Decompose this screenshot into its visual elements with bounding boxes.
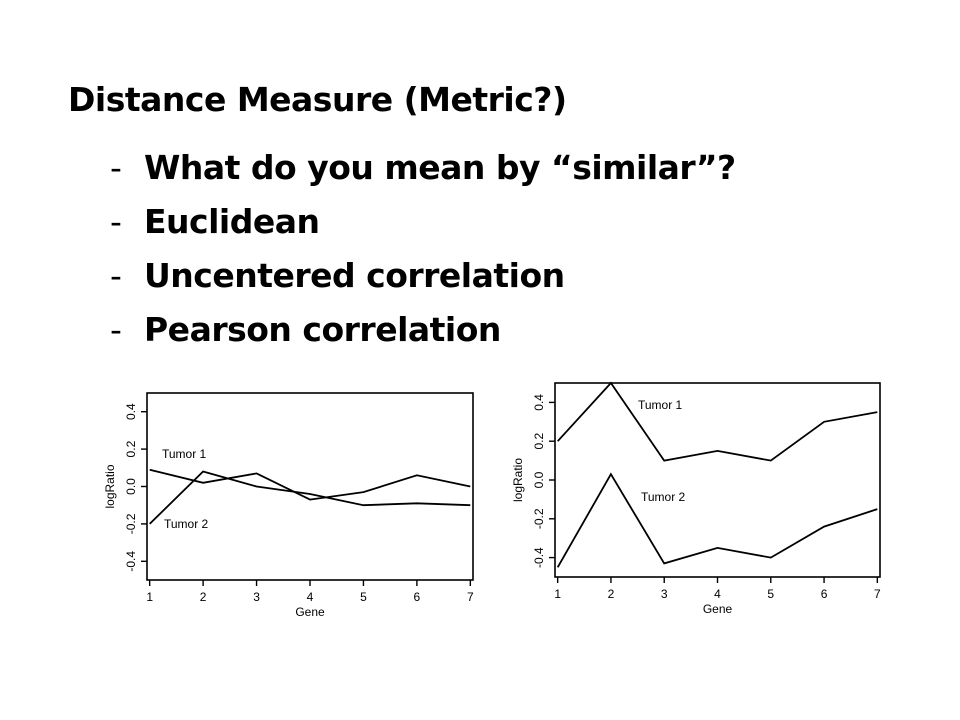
y-tick-label: 0.0 — [532, 471, 546, 488]
y-tick-label: 0.0 — [124, 478, 138, 495]
bullet-dash: - — [110, 310, 122, 349]
y-tick-label: 0.4 — [124, 403, 138, 420]
bullet-text: Uncentered correlation — [144, 256, 565, 295]
bullet-item: - Uncentered correlation — [110, 249, 736, 303]
x-tick-label: 5 — [767, 587, 774, 601]
bullet-list: - What do you mean by “similar”? - Euclide… — [110, 141, 736, 357]
series-label: Tumor 2 — [641, 490, 686, 504]
bullet-text: Euclidean — [144, 202, 320, 241]
bullet-dash: - — [110, 202, 122, 241]
y-tick-label: 0.4 — [532, 394, 546, 411]
x-tick-label: 1 — [554, 587, 561, 601]
y-axis-label: logRatio — [511, 458, 525, 502]
y-tick-label: -0.2 — [124, 513, 138, 534]
series-label: Tumor 1 — [638, 398, 683, 412]
series-line — [149, 468, 471, 501]
plot-frame — [146, 392, 474, 581]
series-line — [557, 381, 878, 462]
series-line — [149, 470, 471, 525]
bullet-dash: - — [110, 256, 122, 295]
x-tick-label: 6 — [414, 590, 421, 604]
y-tick-label: -0.4 — [532, 547, 546, 568]
x-tick-label: 2 — [200, 590, 207, 604]
chart-right: -0.4 -0.2 0.0 0.2 0.4 1 2 3 4 5 6 7 Gene logRatio Tumo… — [511, 381, 881, 616]
y-tick-label: 0.2 — [532, 433, 546, 450]
x-tick-label: 7 — [467, 590, 474, 604]
x-tick-label: 3 — [253, 590, 260, 604]
x-tick-label: 2 — [608, 587, 615, 601]
series-label: Tumor 2 — [164, 517, 209, 531]
bullet-item: - Pearson correlation — [110, 303, 736, 357]
bullet-item: - What do you mean by “similar”? — [110, 141, 736, 195]
x-tick-label: 4 — [307, 590, 314, 604]
series-label: Tumor 1 — [162, 447, 207, 461]
y-tick-label: 0.2 — [124, 440, 138, 457]
y-tick-label: -0.4 — [124, 551, 138, 572]
x-axis-label: Gene — [295, 605, 325, 619]
y-tick-label: -0.2 — [532, 508, 546, 529]
chart-left: -0.4 -0.2 0.0 0.2 0.4 1 2 3 4 5 6 7 Gene logRatio Tumo… — [103, 392, 474, 619]
y-axis-label: logRatio — [103, 464, 117, 508]
bullet-dash: - — [110, 148, 122, 187]
x-tick-label: 7 — [874, 587, 881, 601]
x-tick-label: 1 — [146, 590, 153, 604]
x-axis-label: Gene — [703, 602, 733, 616]
bullet-item: - Euclidean — [110, 195, 736, 249]
bullet-text: What do you mean by “similar”? — [144, 148, 736, 187]
x-tick-label: 3 — [661, 587, 668, 601]
bullet-text: Pearson correlation — [144, 310, 501, 349]
x-tick-label: 5 — [360, 590, 367, 604]
series-line — [556, 472, 878, 568]
slide-title: Distance Measure (Metric?) — [68, 80, 567, 119]
x-tick-label: 4 — [714, 587, 721, 601]
x-tick-label: 6 — [821, 587, 828, 601]
